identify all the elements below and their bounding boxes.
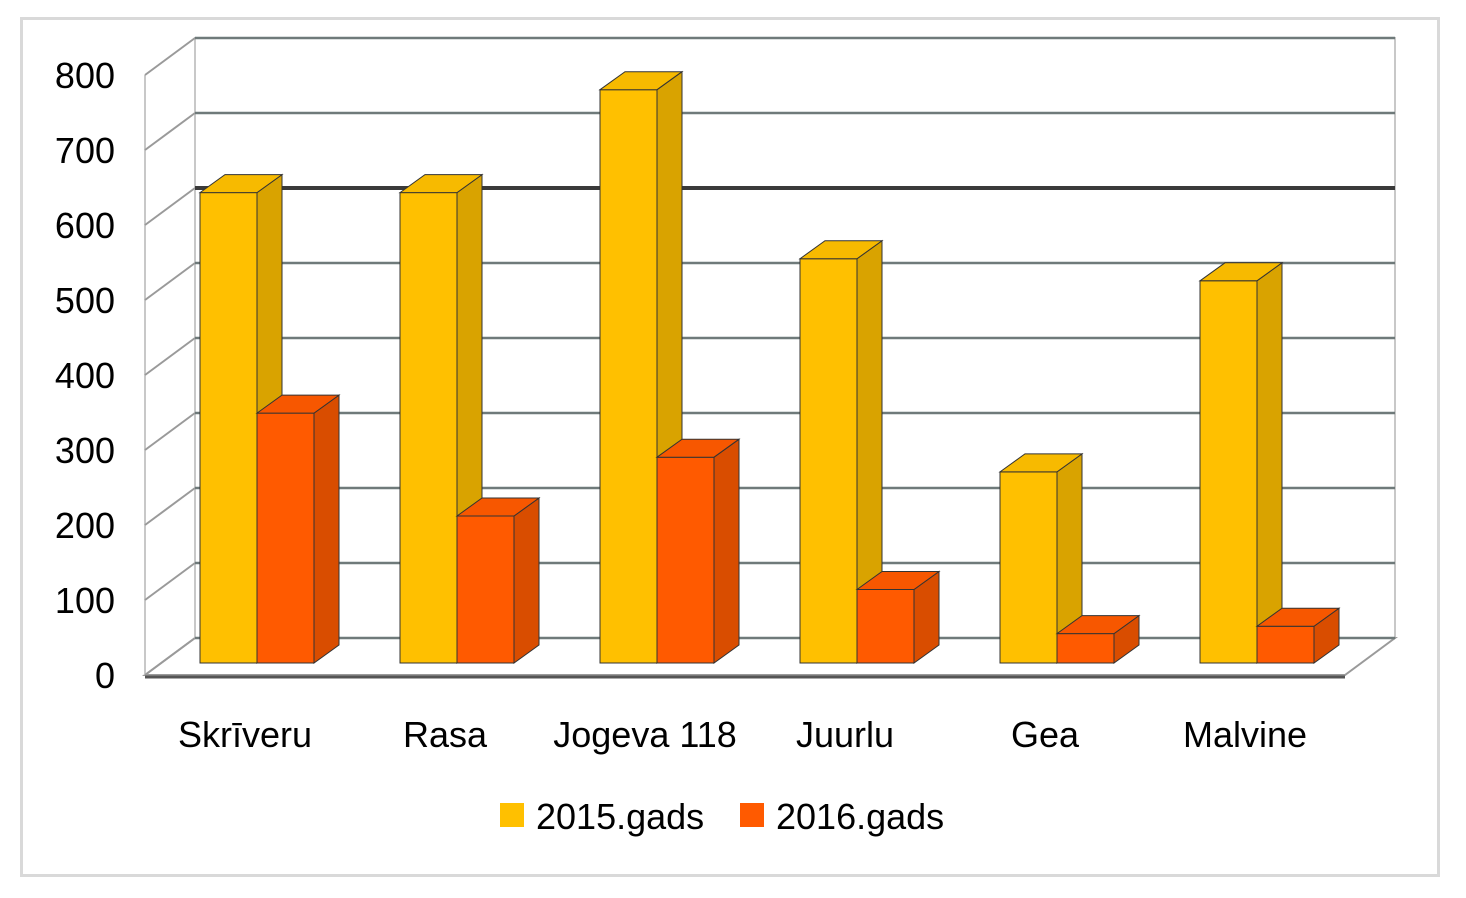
gridline-side xyxy=(144,37,196,76)
gridline-side xyxy=(144,112,196,151)
bar-side xyxy=(313,394,340,664)
y-tick-label: 200 xyxy=(55,505,115,546)
y-tick-label: 100 xyxy=(55,580,115,621)
bars xyxy=(198,70,1341,664)
gridlines xyxy=(144,36,1395,676)
bar-front xyxy=(199,192,258,664)
y-tick-label: 0 xyxy=(95,655,115,696)
gridline-side xyxy=(144,487,196,526)
bar-front xyxy=(456,515,515,664)
bar-front xyxy=(999,471,1058,664)
legend-item: 2016.gads xyxy=(740,796,944,837)
bar xyxy=(1055,614,1141,664)
y-tick-label: 400 xyxy=(55,355,115,396)
bar-front xyxy=(599,89,658,664)
bar xyxy=(998,452,1084,664)
legend: 2015.gads 2016.gads xyxy=(500,796,944,837)
y-axis-ticks: 0 100 200 300 400 500 600 700 800 xyxy=(55,55,115,696)
legend-swatch xyxy=(740,803,764,827)
x-tick-label: Juurlu xyxy=(796,714,894,755)
bar xyxy=(455,497,541,664)
bar xyxy=(1255,607,1341,664)
bar xyxy=(655,438,741,664)
bar-top xyxy=(998,453,1084,473)
bar xyxy=(855,570,941,664)
x-tick-label: Gea xyxy=(1011,714,1080,755)
y-tick-label: 700 xyxy=(55,130,115,171)
bar-front xyxy=(1256,625,1315,664)
bar-top xyxy=(655,438,741,458)
bar-front xyxy=(399,192,458,664)
gridline-side xyxy=(144,562,196,601)
bar-front xyxy=(1056,633,1115,664)
bar xyxy=(1198,261,1284,664)
gridline-side xyxy=(144,262,196,301)
bar-top xyxy=(198,174,284,194)
legend-item: 2015.gads xyxy=(500,796,704,837)
bar xyxy=(598,70,684,664)
bar xyxy=(798,239,884,664)
bar-top xyxy=(798,240,884,260)
x-tick-label: Rasa xyxy=(403,714,488,755)
gridline-side xyxy=(144,412,196,451)
bar-top xyxy=(455,497,541,517)
bar-front xyxy=(856,589,915,664)
bar-front xyxy=(1199,280,1258,664)
bar-side xyxy=(1256,261,1283,664)
bar-top xyxy=(398,174,484,194)
legend-label: 2016.gads xyxy=(776,796,944,837)
bar-top xyxy=(1198,262,1284,282)
gridline-side xyxy=(144,337,196,376)
bar-front xyxy=(799,258,858,664)
bar-top xyxy=(1055,615,1141,635)
bar-top xyxy=(255,394,341,414)
bar-top xyxy=(1255,607,1341,627)
x-tick-label: Jogeva 118 xyxy=(553,714,736,755)
bar-side xyxy=(513,497,540,664)
bar-side xyxy=(713,438,740,664)
bar-front xyxy=(256,412,315,664)
bar xyxy=(255,394,341,664)
bar-top xyxy=(855,571,941,590)
y-tick-label: 300 xyxy=(55,430,115,471)
bar-top xyxy=(598,71,684,91)
bar-front xyxy=(656,456,715,664)
gridline-side xyxy=(144,637,196,676)
legend-label: 2015.gads xyxy=(536,796,704,837)
y-tick-label: 600 xyxy=(55,205,115,246)
y-tick-label: 800 xyxy=(55,55,115,96)
y-tick-label: 500 xyxy=(55,280,115,321)
legend-swatch xyxy=(500,803,524,827)
gridline-side xyxy=(144,187,196,226)
x-tick-label: Malvine xyxy=(1183,714,1307,755)
x-tick-label: Skrīveru xyxy=(178,714,312,755)
x-axis-labels: Skrīveru Rasa Jogeva 118 Juurlu Gea Malvine xyxy=(178,714,1307,755)
